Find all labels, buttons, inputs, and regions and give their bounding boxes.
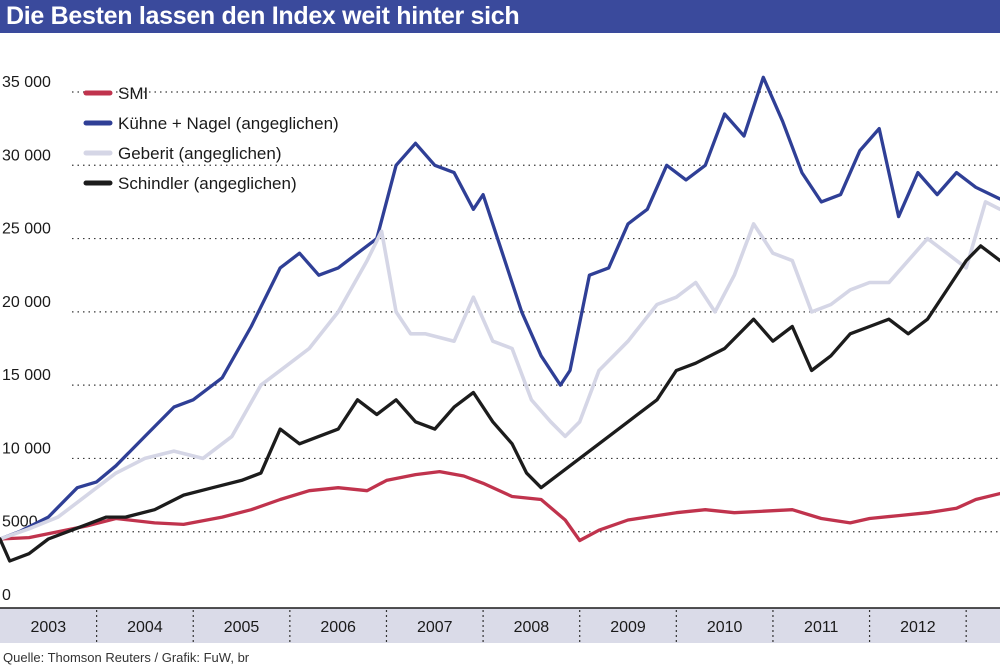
x-tick-label: 2003	[31, 619, 67, 636]
legend-label: SMI	[118, 84, 148, 103]
series-line-geberit	[0, 200, 1000, 541]
x-tick-label: 2007	[417, 619, 453, 636]
chart-title: Die Besten lassen den Index weit hinter …	[6, 2, 520, 30]
legend: SMI Kühne + Nagel (angeglichen) Geberit (a…	[83, 84, 339, 193]
y-tick-label: 30 000	[2, 147, 51, 164]
grid-layer	[72, 91, 1000, 533]
y-tick-label: 10 000	[2, 440, 51, 457]
x-tick-label: 2008	[514, 619, 550, 636]
y-tick-label: 20 000	[2, 294, 51, 311]
y-tick-label: 15 000	[2, 367, 51, 384]
chart-header-bar: Die Besten lassen den Index weit hinter …	[0, 0, 1000, 33]
x-tick-label: 2012	[900, 619, 936, 636]
x-axis: 2003 2004 2005 2006 2007 2008 2009 2010 2011 2012	[0, 607, 1000, 643]
x-tick-label: 2010	[707, 619, 743, 636]
y-tick-label: 35 000	[2, 74, 51, 91]
x-tick-label: 2006	[320, 619, 356, 636]
x-tick-label: 2005	[224, 619, 260, 636]
series-line-smi	[0, 469, 1000, 543]
x-axis-band	[0, 608, 1000, 643]
x-tick-label: 2011	[804, 619, 839, 636]
y-tick-label: 25 000	[2, 221, 51, 238]
source-note: Quelle: Thomson Reuters / Grafik: FuW, b…	[3, 650, 250, 665]
series-line-khne	[0, 75, 1000, 541]
series-layer	[0, 75, 1000, 563]
x-tick-label: 2004	[127, 619, 163, 636]
legend-label: Kühne + Nagel (angeglichen)	[118, 114, 339, 133]
legend-label: Schindler (angeglichen)	[118, 174, 297, 193]
series-line-schindler	[0, 244, 1000, 563]
x-tick-label: 2009	[610, 619, 646, 636]
y-tick-label: 0	[2, 587, 11, 604]
legend-label: Geberit (angeglichen)	[118, 144, 281, 163]
